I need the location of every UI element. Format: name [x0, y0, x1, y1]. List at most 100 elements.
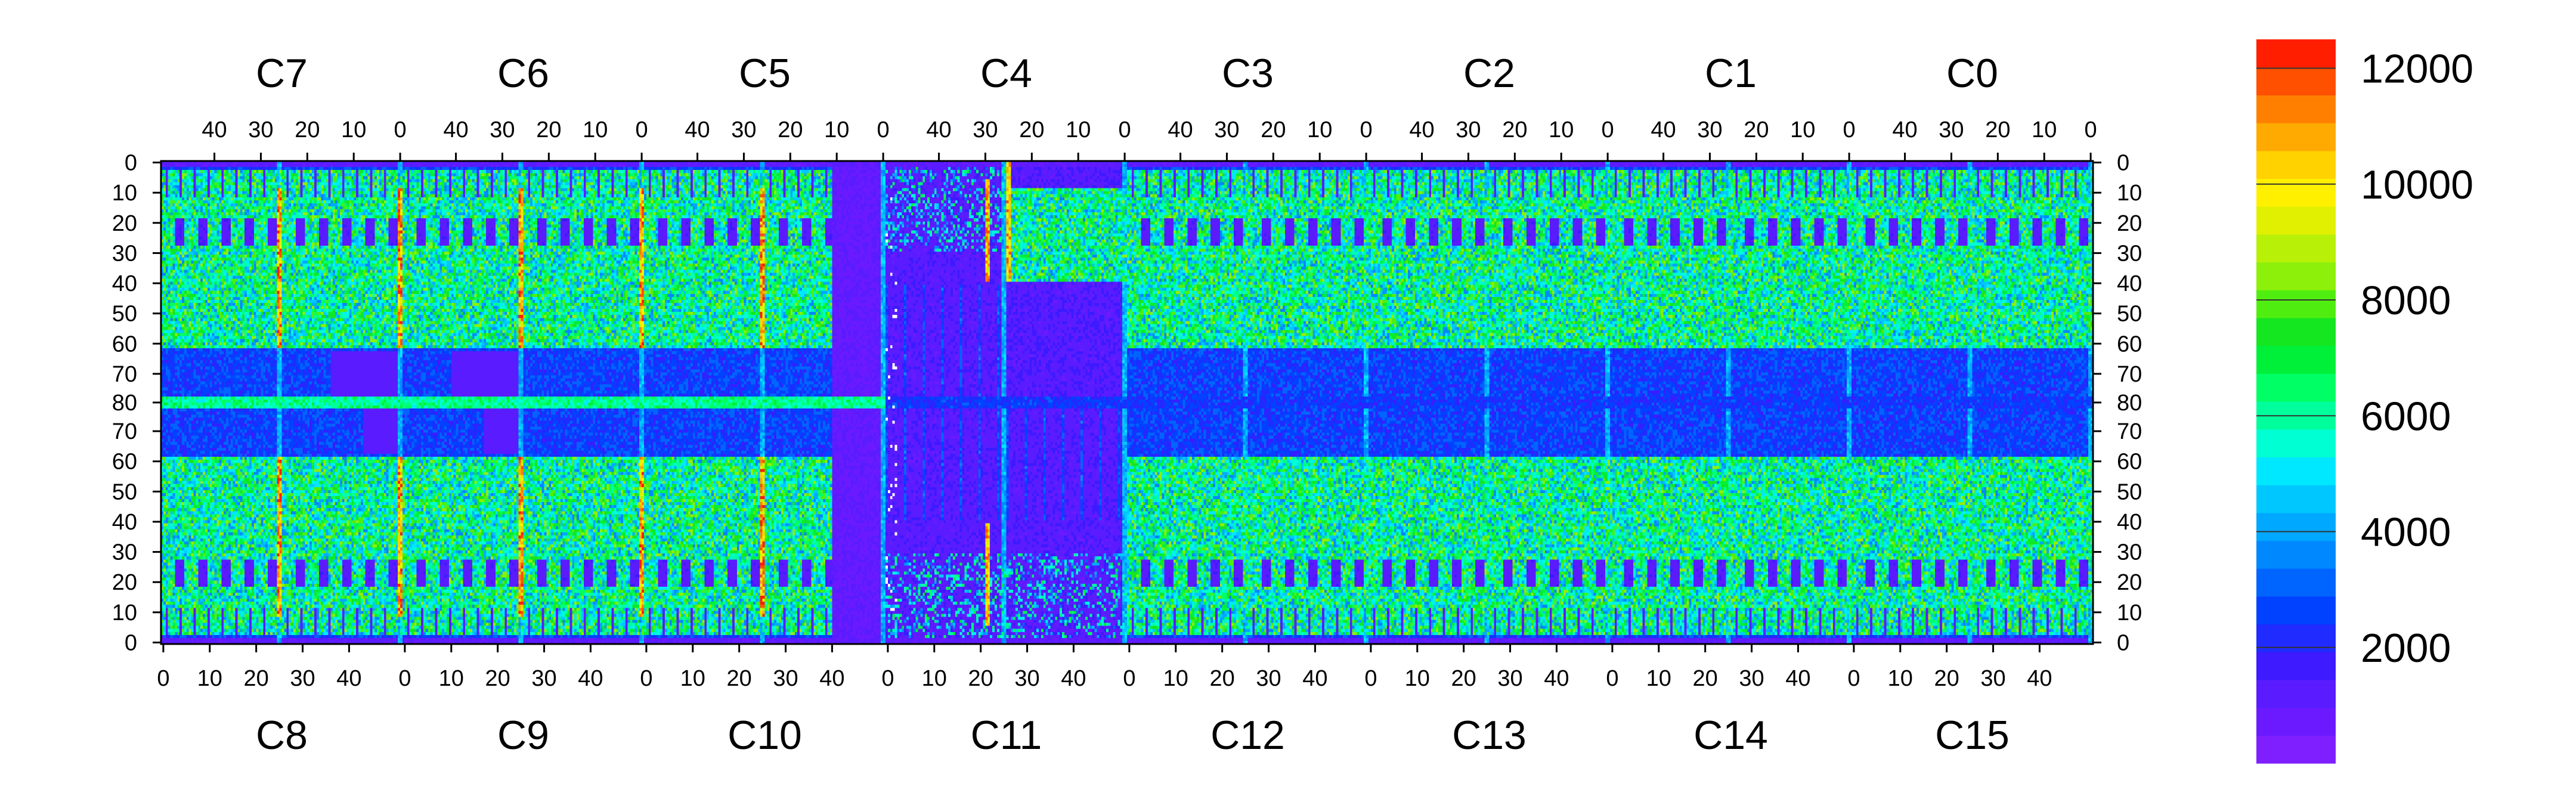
bottom-x-tick-label: 10 — [1163, 666, 1188, 691]
bottom-x-tick-label: 20 — [1934, 666, 1959, 691]
left-y-tick-label: 20 — [112, 570, 137, 595]
chip-label-c15: C15 — [1935, 713, 2010, 758]
top-x-tick-label: 30 — [731, 117, 756, 143]
chip-label-c5: C5 — [739, 51, 791, 96]
bottom-x-tick-label: 20 — [1210, 666, 1235, 691]
chip-label-c7: C7 — [256, 51, 308, 96]
left-y-tick-label: 50 — [112, 302, 137, 327]
top-x-tick-label: 10 — [1790, 117, 1815, 143]
bottom-x-tick-label: 10 — [1646, 666, 1671, 691]
left-y-tick-label: 50 — [112, 479, 137, 504]
colorbar-segment — [2256, 540, 2336, 569]
top-x-tick-label: 40 — [926, 117, 951, 143]
bottom-x-tick-label: 10 — [922, 666, 947, 691]
chip-label-c0: C0 — [1946, 51, 1998, 96]
colorbar-segment — [2256, 485, 2336, 513]
left-y-tick-label: 30 — [112, 540, 137, 565]
top-x-tick-label: 0 — [1119, 117, 1131, 143]
left-y-tick-label: 20 — [112, 211, 137, 236]
colorbar-tick-label: 4000 — [2361, 510, 2451, 555]
left-y-tick-label: 30 — [112, 241, 137, 266]
colorbar-segment — [2256, 512, 2336, 541]
top-x-tick-label: 0 — [394, 117, 407, 143]
left-y-tick-label: 40 — [112, 271, 137, 296]
colorbar-segment — [2256, 457, 2336, 485]
top-x-tick-label: 0 — [2085, 117, 2097, 143]
top-x-tick-label: 40 — [1168, 117, 1193, 143]
bottom-x-tick-label: 30 — [1497, 666, 1522, 691]
colorbar-segment — [2256, 596, 2336, 625]
right-y-tick-label: 10 — [2117, 600, 2142, 626]
top-x-tick-label: 10 — [2032, 117, 2057, 143]
right-y-tick-label: 70 — [2117, 419, 2142, 444]
left-y-tick-label: 60 — [112, 450, 137, 475]
top-x-tick-label: 40 — [443, 117, 468, 143]
top-x-tick-label: 10 — [341, 117, 366, 143]
bottom-x-tick-label: 20 — [968, 666, 993, 691]
right-y-tick-label: 50 — [2117, 479, 2142, 504]
left-y-tick-label: 70 — [112, 362, 137, 387]
colorbar-segment — [2256, 39, 2336, 68]
bottom-x-tick-label: 20 — [1693, 666, 1718, 691]
colorbar-segment — [2256, 568, 2336, 597]
top-x-tick-label: 30 — [1939, 117, 1964, 143]
chip-label-c13: C13 — [1452, 713, 1527, 758]
left-y-tick-label: 40 — [112, 510, 137, 535]
right-y-tick-label: 60 — [2117, 332, 2142, 357]
top-x-tick-label: 0 — [1360, 117, 1373, 143]
right-y-tick-label: 60 — [2117, 450, 2142, 475]
top-x-tick-label: 30 — [248, 117, 273, 143]
top-x-tick-label: 20 — [1985, 117, 2010, 143]
bottom-x-tick-label: 40 — [1302, 666, 1327, 691]
bottom-x-tick-label: 20 — [485, 666, 510, 691]
top-x-tick-label: 0 — [1843, 117, 1856, 143]
bottom-x-tick-label: 30 — [1014, 666, 1039, 691]
colorbar-segment — [2256, 234, 2336, 263]
right-y-tick-label: 70 — [2117, 362, 2142, 387]
top-x-tick-label: 10 — [1066, 117, 1091, 143]
colorbar-segment — [2256, 735, 2336, 764]
top-x-tick-label: 30 — [1214, 117, 1239, 143]
colorbar-segment — [2256, 123, 2336, 151]
colorbar-segment — [2256, 429, 2336, 457]
bottom-x-tick-label: 10 — [197, 666, 222, 691]
bottom-x-tick-label: 20 — [727, 666, 752, 691]
bottom-x-tick-label: 30 — [1980, 666, 2005, 691]
right-y-tick-label: 40 — [2117, 510, 2142, 535]
bottom-x-tick-label: 0 — [640, 666, 652, 691]
chip-label-c9: C9 — [497, 713, 549, 758]
right-y-tick-label: 20 — [2117, 211, 2142, 236]
chip-label-c11: C11 — [971, 713, 1042, 758]
top-x-tick-label: 20 — [536, 117, 561, 143]
left-y-tick-label: 0 — [125, 151, 137, 176]
chip-label-c4: C4 — [980, 51, 1032, 96]
bottom-x-tick-label: 0 — [881, 666, 894, 691]
top-x-tick-label: 0 — [636, 117, 648, 143]
colorbar-tick-label: 2000 — [2361, 626, 2451, 671]
bottom-x-tick-label: 30 — [1739, 666, 1764, 691]
colorbar-segment — [2256, 290, 2336, 318]
chip-label-c8: C8 — [256, 713, 308, 758]
colorbar-segment — [2256, 679, 2336, 708]
colorbar-segment — [2256, 317, 2336, 346]
heatmap-plot-area — [161, 161, 2093, 644]
bottom-x-tick-label: 10 — [439, 666, 464, 691]
top-x-tick-label: 40 — [202, 117, 227, 143]
chip-label-c10: C10 — [727, 713, 802, 758]
right-y-tick-label: 80 — [2117, 391, 2142, 416]
bottom-x-tick-label: 0 — [1364, 666, 1377, 691]
chip-label-c1: C1 — [1705, 51, 1757, 96]
chip-label-c12: C12 — [1210, 713, 1285, 758]
right-y-tick-label: 20 — [2117, 570, 2142, 595]
bottom-x-tick-label: 20 — [244, 666, 269, 691]
colorbar-segment — [2256, 707, 2336, 736]
bottom-x-tick-label: 20 — [1451, 666, 1476, 691]
top-x-tick-label: 10 — [824, 117, 849, 143]
bottom-x-tick-label: 40 — [578, 666, 603, 691]
top-x-tick-label: 30 — [1456, 117, 1481, 143]
top-x-tick-label: 20 — [1502, 117, 1527, 143]
chip-label-c6: C6 — [497, 51, 549, 96]
top-x-tick-label: 20 — [1019, 117, 1044, 143]
